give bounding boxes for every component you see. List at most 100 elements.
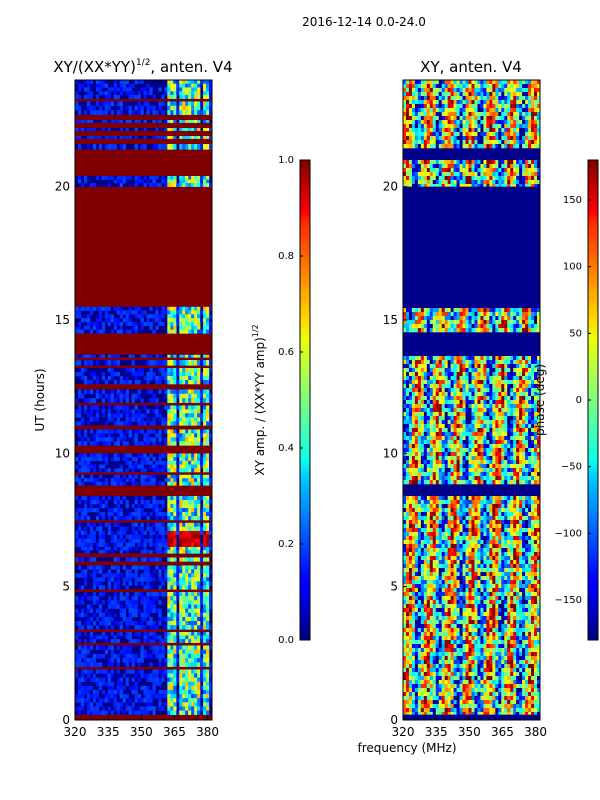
heatmap-cell — [185, 710, 189, 715]
heatmap-cell — [203, 474, 207, 479]
heatmap-cell — [450, 328, 454, 333]
heatmap-cell — [185, 522, 189, 527]
heatmap-cell — [140, 144, 144, 150]
heatmap-cell — [462, 388, 466, 393]
heatmap-cell — [158, 183, 162, 187]
heatmap-cell — [441, 164, 445, 169]
heatmap-cell — [179, 639, 183, 643]
heatmap-cell — [182, 110, 186, 115]
heatmap-cell — [161, 639, 165, 643]
heatmap-cell — [510, 84, 514, 89]
heatmap-cell — [104, 694, 109, 699]
heatmap-cell — [501, 144, 505, 149]
heatmap-cell — [206, 457, 210, 462]
heatmap-cell — [113, 522, 117, 527]
heatmap-cell — [98, 522, 103, 527]
heatmap-cell — [137, 669, 141, 674]
heatmap-cell — [134, 441, 138, 446]
heatmap-cell — [98, 136, 103, 139]
heatmap-cell — [519, 128, 523, 133]
heatmap-cell — [411, 84, 416, 89]
heatmap-cell — [489, 356, 493, 361]
heatmap-cell — [155, 645, 159, 650]
heatmap-cell — [185, 621, 189, 626]
heatmap-cell — [77, 433, 82, 438]
heatmap-cell — [95, 453, 100, 458]
heatmap-cell — [414, 180, 419, 185]
heatmap-cell — [525, 184, 529, 189]
heatmap-cell — [528, 116, 532, 121]
heatmap-cell — [170, 393, 174, 399]
heatmap-cell — [408, 364, 413, 369]
heatmap-cell — [507, 356, 511, 361]
heatmap-cell — [209, 468, 212, 473]
heatmap-cell — [86, 685, 91, 691]
heatmap-cell — [197, 376, 201, 381]
heatmap-cell — [459, 80, 463, 85]
heatmap-cell — [185, 585, 189, 590]
heatmap-cell — [420, 140, 425, 145]
heatmap-cell — [468, 392, 472, 397]
heatmap-cell — [125, 120, 129, 123]
heatmap-cell — [167, 689, 171, 695]
heatmap-cell — [182, 441, 186, 446]
heatmap-cell — [170, 376, 174, 381]
heatmap-cell — [104, 673, 109, 678]
heatmap-cell — [164, 542, 168, 547]
heatmap-cell — [468, 172, 472, 177]
heatmap-cell — [179, 600, 183, 605]
heatmap-cell — [447, 392, 451, 397]
heatmap-cell — [116, 310, 120, 315]
heatmap-cell — [403, 132, 407, 137]
flagged-band — [75, 122, 212, 128]
heatmap-cell — [131, 542, 135, 547]
heatmap-cell — [191, 635, 195, 640]
heatmap-cell — [498, 388, 502, 393]
heatmap-cell — [83, 176, 88, 180]
heatmap-cell — [197, 546, 201, 551]
heatmap-cell — [504, 176, 508, 181]
heatmap-cell — [513, 376, 517, 381]
heatmap-cell — [459, 180, 463, 185]
heatmap-cell — [98, 500, 103, 505]
heatmap-cell — [519, 120, 523, 125]
heatmap-cell — [462, 160, 466, 165]
heatmap-cell — [185, 616, 189, 622]
heatmap-cell — [501, 164, 505, 169]
heatmap-cell — [471, 140, 475, 145]
heatmap-cell — [188, 398, 192, 403]
heatmap-cell — [146, 372, 150, 377]
heatmap-cell — [95, 413, 100, 418]
heatmap-cell — [125, 546, 129, 551]
heatmap-cell — [152, 500, 156, 505]
heatmap-cell — [456, 96, 460, 101]
heatmap-cell — [146, 437, 150, 442]
heatmap-cell — [122, 608, 126, 614]
heatmap-cell — [104, 101, 109, 107]
heatmap-cell — [164, 538, 168, 543]
heatmap-cell — [134, 608, 138, 614]
heatmap-cell — [95, 500, 100, 505]
heatmap-cell — [447, 124, 451, 129]
heatmap-cell — [170, 625, 174, 630]
heatmap-cell — [125, 681, 129, 687]
heatmap-cell — [113, 581, 117, 586]
heatmap-cell — [86, 87, 91, 92]
heatmap-cell — [137, 417, 141, 422]
heatmap-cell — [197, 83, 201, 88]
heatmap-cell — [167, 669, 171, 674]
heatmap-cell — [194, 413, 198, 418]
heatmap-cell — [510, 92, 514, 97]
heatmap-cell — [516, 388, 520, 393]
heatmap-cell — [161, 460, 165, 465]
heatmap-cell — [182, 649, 186, 655]
heatmap-cell — [194, 393, 198, 399]
heatmap-cell — [206, 508, 210, 513]
heatmap-cell — [158, 526, 162, 531]
heatmap-cell — [182, 136, 186, 139]
heatmap-cell — [125, 662, 129, 667]
heatmap-cell — [197, 645, 201, 650]
heatmap-cell — [170, 421, 174, 426]
heatmap-cell — [170, 573, 174, 578]
heatmap-cell — [468, 140, 472, 145]
